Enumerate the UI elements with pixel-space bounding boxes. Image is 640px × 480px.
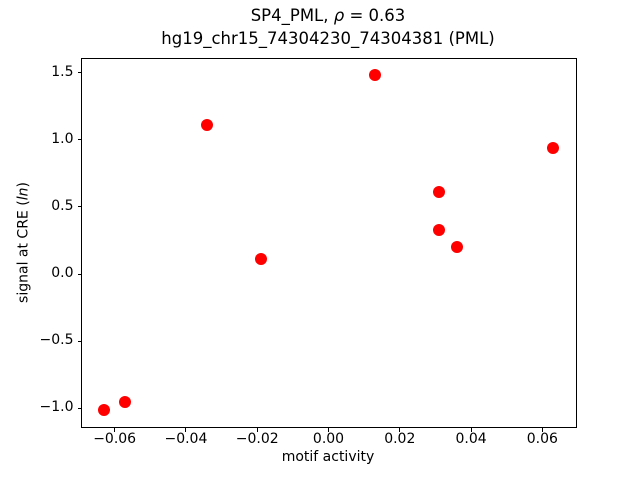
y-tick-label: 0.5 <box>51 197 74 214</box>
x-tick-label: 0.00 <box>312 431 345 447</box>
y-tick-mark <box>77 72 82 74</box>
data-point <box>254 253 267 266</box>
y-tick-label: −1.0 <box>39 399 74 416</box>
y-tick-label: −0.5 <box>39 332 74 349</box>
plot-area <box>81 58 577 428</box>
plot-title-line2: hg19_chr15_74304230_74304381 (PML) <box>161 28 495 48</box>
y-axis-label-italic: ln <box>15 187 32 201</box>
x-tick-mark <box>256 427 258 432</box>
data-point <box>119 395 132 408</box>
x-tick-label: 0.06 <box>526 431 558 447</box>
y-tick-label: 1.5 <box>51 63 74 80</box>
y-tick-label: 0.0 <box>51 265 74 282</box>
data-point <box>547 141 560 154</box>
data-point <box>201 118 214 131</box>
x-tick-mark <box>328 427 329 432</box>
data-point <box>97 403 110 416</box>
plot-title-line1: SP4_PML, ρ = 0.63 <box>81 5 575 28</box>
x-tick-mark <box>541 427 543 432</box>
y-axis-label: signal at CRE (ln) <box>16 143 33 343</box>
title-rho-symbol: ρ <box>333 6 345 25</box>
x-axis-label: motif activity <box>281 449 375 465</box>
y-tick-mark <box>77 407 82 409</box>
x-tick-label: −0.04 <box>164 431 208 447</box>
y-tick-mark <box>77 139 82 141</box>
y-tick-mark <box>77 273 82 275</box>
y-tick-mark <box>77 206 82 208</box>
data-point <box>432 223 445 236</box>
y-axis-label-prefix: signal at CRE ( <box>15 200 32 303</box>
x-tick-mark <box>399 427 401 432</box>
x-tick-mark <box>470 427 472 432</box>
y-axis-label-suffix: ) <box>15 182 32 188</box>
y-tick-label: 1.0 <box>51 130 74 147</box>
data-point <box>432 186 445 199</box>
x-tick-label: 0.04 <box>455 431 487 447</box>
x-tick-mark <box>114 427 116 432</box>
y-tick-mark <box>77 340 82 342</box>
plot-title: SP4_PML, ρ = 0.63 hg19_chr15_74304230_74… <box>81 5 575 50</box>
x-tick-label: −0.06 <box>93 431 137 447</box>
x-tick-mark <box>185 427 187 432</box>
x-tick-label: −0.02 <box>235 431 279 447</box>
data-point <box>368 69 381 82</box>
title-text-suffix: = 0.63 <box>344 6 406 25</box>
title-text-prefix: SP4_PML, <box>250 6 334 25</box>
x-tick-label: 0.02 <box>384 431 416 447</box>
data-point <box>450 241 463 254</box>
